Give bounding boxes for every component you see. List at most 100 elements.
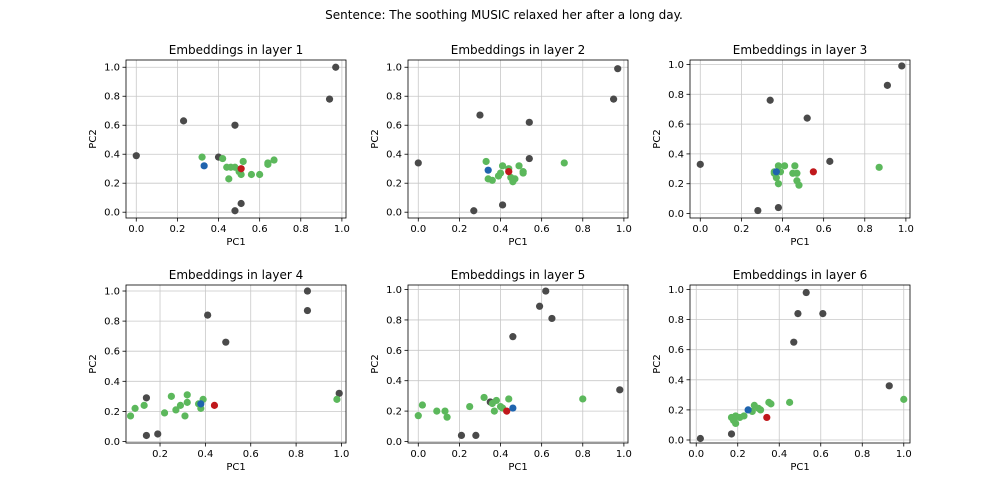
context-point bbox=[875, 163, 883, 171]
context-point bbox=[181, 412, 189, 420]
subplot-2: 0.0 0.2 0.4 0.6 0.8 1.0 0.0 0.2 0.4 0.6 0.8 1.0 Embe… bbox=[370, 43, 632, 248]
context-point bbox=[418, 401, 426, 409]
context-point bbox=[579, 395, 587, 403]
x-tick-label: 0.4 bbox=[493, 224, 509, 235]
y-tick-label: 1.0 bbox=[104, 287, 120, 298]
context-point bbox=[496, 169, 505, 177]
context-point bbox=[490, 407, 498, 415]
subplot-3: 0.0 0.2 0.4 0.6 0.8 1.0 0.0 0.2 0.4 0.6 0.8 1.0 Embe… bbox=[652, 43, 914, 248]
context-point bbox=[131, 404, 139, 412]
highlight-point bbox=[237, 165, 245, 173]
context-point bbox=[515, 162, 523, 170]
y-tick-label: 0.2 bbox=[386, 179, 402, 190]
context-point bbox=[270, 156, 278, 164]
y-tick-label: 0.4 bbox=[668, 375, 684, 386]
x-tick-label: 0.6 bbox=[816, 224, 832, 235]
other-point bbox=[548, 314, 556, 323]
y-tick-label: 0.8 bbox=[668, 315, 684, 326]
subplot-6: 0.0 0.2 0.4 0.6 0.8 1.0 0.0 0.2 0.4 0.6 0.8 1.0 Embe… bbox=[652, 268, 912, 473]
subplot-title: Embeddings in layer 4 bbox=[169, 268, 303, 282]
x-tick-label: 0.6 bbox=[252, 224, 268, 235]
x-tick-label: 0.2 bbox=[733, 224, 749, 235]
context-point bbox=[443, 413, 451, 421]
other-point bbox=[303, 306, 312, 315]
y-tick-label: 0.6 bbox=[668, 120, 684, 131]
y-tick-label: 0.2 bbox=[104, 407, 120, 418]
y-tick-label: 0.4 bbox=[386, 150, 402, 161]
y-axis-label: PC2 bbox=[652, 129, 663, 148]
axes-frame bbox=[125, 59, 347, 219]
axes-frame bbox=[689, 59, 911, 219]
other-point bbox=[231, 207, 239, 215]
x-tick-label: 0.8 bbox=[857, 224, 873, 235]
target-point bbox=[744, 406, 752, 414]
y-tick-label: 0.6 bbox=[668, 345, 684, 356]
axes-frame bbox=[407, 284, 629, 444]
subplot-title: Embeddings in layer 3 bbox=[733, 43, 867, 57]
other-point bbox=[509, 333, 517, 341]
other-point bbox=[898, 62, 906, 70]
x-tick-label: 0.0 bbox=[688, 449, 704, 460]
other-point bbox=[325, 95, 334, 103]
other-point bbox=[885, 382, 893, 390]
target-point bbox=[509, 404, 517, 412]
y-tick-label: 0.0 bbox=[386, 208, 402, 219]
other-point bbox=[154, 430, 162, 438]
y-tick-label: 0.8 bbox=[668, 90, 684, 101]
context-point bbox=[793, 169, 801, 177]
other-point bbox=[414, 159, 422, 167]
y-axis-label: PC2 bbox=[652, 354, 663, 373]
x-tick-label: 0.6 bbox=[534, 224, 550, 235]
other-point bbox=[470, 207, 478, 215]
context-point bbox=[219, 154, 227, 163]
x-tick-label: 0.6 bbox=[813, 449, 829, 460]
context-point bbox=[480, 393, 488, 402]
target-point bbox=[772, 168, 780, 176]
context-point bbox=[126, 412, 135, 420]
y-tick-label: 0.0 bbox=[668, 435, 684, 446]
x-tick-label: 0.2 bbox=[451, 224, 467, 235]
context-point bbox=[414, 412, 422, 420]
y-tick-label: 0.8 bbox=[386, 315, 402, 326]
other-point bbox=[774, 203, 783, 212]
other-point bbox=[204, 311, 212, 319]
context-point bbox=[198, 153, 206, 161]
y-tick-label: 1.0 bbox=[386, 63, 402, 74]
other-point bbox=[766, 96, 774, 104]
context-point bbox=[492, 396, 501, 405]
subplot-5: 0.0 0.2 0.4 0.6 0.8 1.0 0.0 0.2 0.4 0.6 0.8 1.0 Embe… bbox=[370, 268, 632, 473]
context-point bbox=[795, 181, 803, 189]
x-axis-label: PC1 bbox=[508, 462, 527, 473]
context-point bbox=[183, 398, 191, 406]
other-point bbox=[754, 206, 762, 215]
other-point bbox=[472, 431, 480, 440]
context-point bbox=[237, 170, 245, 179]
highlight-point bbox=[503, 407, 511, 415]
context-point bbox=[140, 401, 148, 409]
y-axis-label: PC2 bbox=[88, 129, 99, 148]
y-tick-label: 0.8 bbox=[386, 92, 402, 103]
other-point bbox=[222, 338, 230, 346]
context-point bbox=[264, 159, 272, 167]
y-tick-label: 0.8 bbox=[104, 317, 120, 328]
x-tick-label: 0.0 bbox=[410, 449, 426, 460]
y-tick-label: 0.6 bbox=[104, 121, 120, 132]
context-point bbox=[482, 157, 490, 166]
y-tick-label: 0.8 bbox=[104, 92, 120, 103]
x-tick-label: 0.4 bbox=[775, 224, 791, 235]
highlight-point bbox=[210, 401, 219, 409]
other-point bbox=[142, 394, 151, 402]
x-tick-label: 0.2 bbox=[152, 449, 168, 460]
x-tick-label: 0.8 bbox=[575, 449, 591, 460]
x-tick-label: 0.4 bbox=[771, 449, 787, 460]
y-axis-label: PC2 bbox=[88, 354, 99, 373]
y-tick-label: 0.2 bbox=[668, 179, 684, 190]
x-axis-label: PC1 bbox=[226, 462, 245, 473]
y-axis-label: PC2 bbox=[370, 129, 381, 148]
y-tick-label: 0.6 bbox=[386, 121, 402, 132]
x-tick-label: 0.8 bbox=[288, 449, 304, 460]
y-tick-label: 1.0 bbox=[386, 285, 402, 296]
target-point bbox=[484, 166, 492, 174]
context-point bbox=[247, 170, 256, 179]
